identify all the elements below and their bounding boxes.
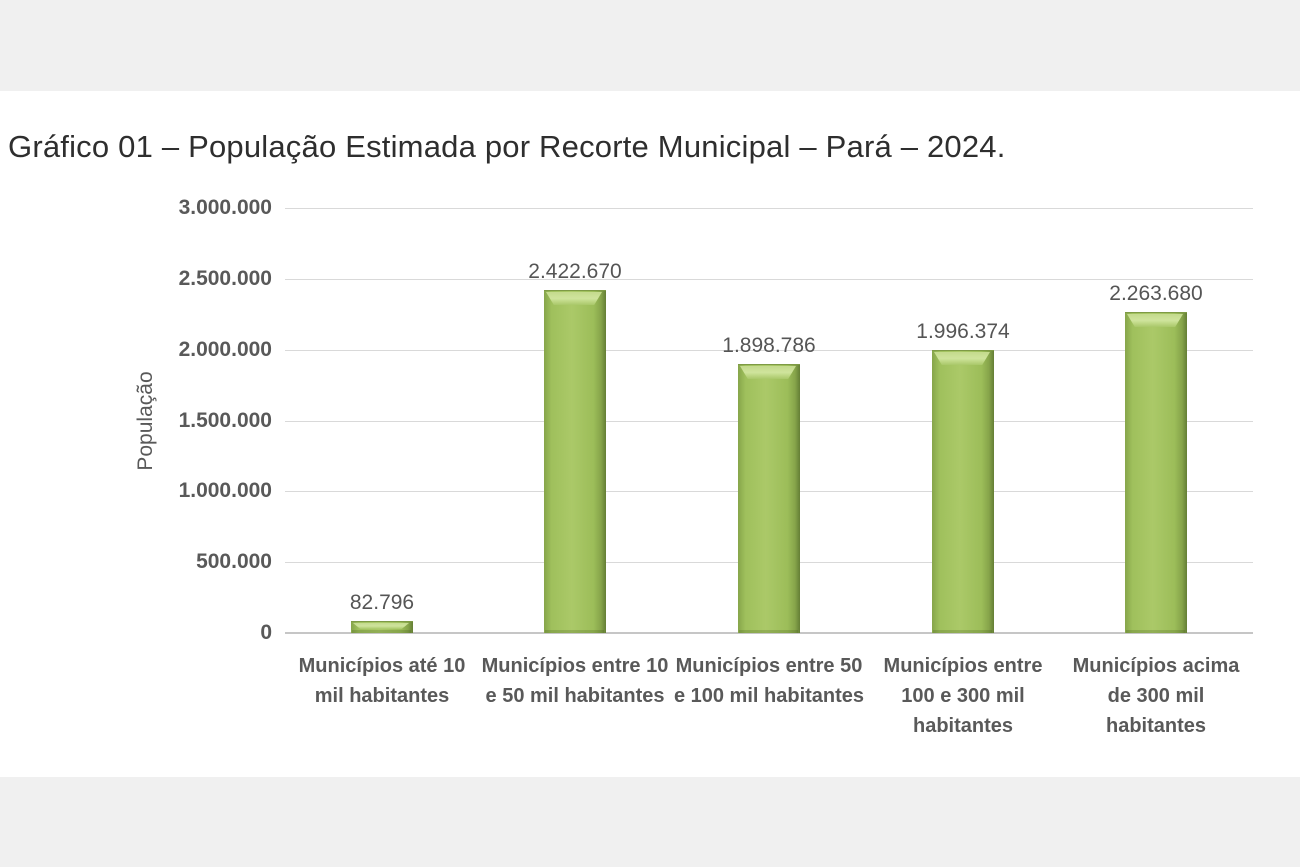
y-axis-tick-label: 0	[260, 621, 272, 644]
bar-series-poblacao	[932, 350, 994, 633]
gridline	[285, 349, 1253, 351]
bar-value-label: 82.796	[349, 591, 415, 614]
x-axis-category-label: Municípios até 10 mil habitantes	[298, 655, 466, 707]
bar-value-label: 1.996.374	[916, 320, 1010, 343]
bar-value-label: 2.263.680	[1109, 282, 1203, 305]
bar-series-poblacao	[351, 621, 413, 633]
x-axis-category-label: Municípios entre 10 e 50 mil habitantes	[481, 655, 669, 707]
y-axis-tick-label: 1.500.000	[178, 408, 272, 432]
bar-value-label: 1.898.786	[722, 334, 816, 357]
bar-series-poblacao	[544, 290, 606, 633]
gridline	[285, 208, 1253, 209]
x-axis-category-label: Municípios acima de 300 mil habitantes	[1072, 655, 1240, 737]
plot-area	[285, 208, 1253, 634]
x-axis-category-label: Municípios entre 50 e 100 mil habitantes	[673, 655, 865, 707]
x-axis-category-label: Municípios entre 100 e 300 mil habitante…	[883, 655, 1043, 737]
gridline	[285, 278, 1253, 280]
y-axis-tick-label: 3.000.000	[178, 196, 272, 219]
bar-series-poblacao	[738, 364, 800, 633]
page-bottom-margin-band	[0, 777, 1300, 867]
document-page	[0, 91, 1300, 777]
x-axis-line	[285, 632, 1253, 634]
y-axis-tick-label: 500.000	[196, 550, 272, 574]
chart-title: Gráfico 01 – População Estimada por Reco…	[8, 129, 1006, 164]
bar-series-poblacao	[1125, 312, 1187, 633]
page-top-margin-band	[0, 0, 1300, 91]
y-axis-tick-label: 1.000.000	[178, 479, 272, 503]
bar-value-label: 2.422.670	[528, 260, 622, 283]
y-axis-tick-label: 2.500.000	[178, 266, 272, 290]
y-axis-tick-label: 2.000.000	[178, 337, 272, 361]
